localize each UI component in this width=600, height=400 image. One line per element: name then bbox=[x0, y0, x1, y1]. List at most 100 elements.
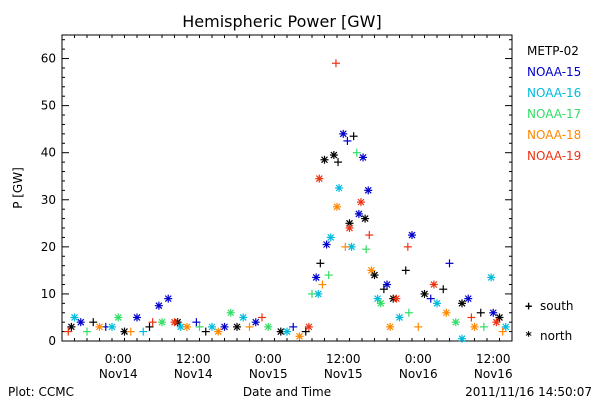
data-point-north bbox=[501, 322, 510, 331]
x-tick-date-label: Nov16 bbox=[399, 367, 438, 381]
data-point-south bbox=[308, 289, 316, 298]
x-tick-label: 0:00 bbox=[405, 352, 432, 366]
data-point-south bbox=[148, 318, 157, 327]
data-point-north bbox=[114, 313, 123, 322]
legend-item: NOAA-18 bbox=[527, 128, 581, 142]
data-point-north bbox=[264, 322, 273, 331]
data-point-north bbox=[373, 294, 382, 303]
data-point-north bbox=[108, 322, 116, 331]
x-tick-date-label: Nov15 bbox=[324, 367, 363, 381]
x-tick-label: 12:00 bbox=[476, 352, 511, 366]
data-point-north bbox=[492, 318, 501, 327]
x-tick-label: 0:00 bbox=[105, 352, 132, 366]
chart-title: Hemispheric Power [GW] bbox=[182, 12, 381, 31]
legend-item: NOAA-15 bbox=[527, 65, 581, 79]
data-point-north bbox=[364, 186, 373, 195]
data-point-north bbox=[320, 155, 329, 164]
data-point-north bbox=[345, 224, 354, 233]
data-point-north bbox=[133, 313, 141, 322]
data-point-south bbox=[89, 318, 98, 327]
data-point-south bbox=[195, 322, 204, 331]
data-point-north bbox=[158, 318, 166, 327]
data-point-north bbox=[322, 240, 331, 249]
data-point-south bbox=[404, 308, 413, 317]
x-axis-label: Date and Time bbox=[243, 385, 331, 399]
data-point-south bbox=[318, 280, 327, 289]
footer-credit: Plot: CCMC bbox=[8, 385, 74, 399]
legend-item: NOAA-17 bbox=[527, 107, 581, 121]
data-point-north bbox=[295, 332, 304, 341]
data-point-north bbox=[335, 184, 344, 192]
data-point-south bbox=[445, 259, 454, 268]
data-point-north bbox=[451, 318, 460, 327]
data-point-south bbox=[139, 327, 148, 336]
legend-symbol: + bbox=[525, 299, 532, 313]
data-point-north bbox=[356, 198, 365, 207]
data-point-north bbox=[359, 153, 368, 162]
data-point-north bbox=[339, 129, 348, 138]
data-point-south bbox=[467, 313, 476, 322]
data-point-north bbox=[495, 313, 504, 322]
data-point-south bbox=[403, 242, 412, 251]
legend-item: NOAA-16 bbox=[527, 86, 581, 100]
data-point-south bbox=[343, 136, 352, 145]
y-tick-label: 20 bbox=[41, 240, 56, 254]
data-point-south bbox=[324, 271, 333, 280]
data-point-south bbox=[126, 327, 135, 336]
x-tick-label: 12:00 bbox=[176, 352, 211, 366]
data-point-north bbox=[67, 322, 76, 331]
x-tick-date-label: Nov14 bbox=[99, 367, 138, 381]
data-point-north bbox=[315, 174, 324, 183]
legend: METP-02 NOAA-15 NOAA-16 NOAA-17 NOAA-18 NOAA-… bbox=[525, 44, 581, 343]
data-point-north bbox=[312, 273, 321, 282]
y-tick-label: 40 bbox=[41, 146, 56, 160]
data-point-south bbox=[64, 327, 73, 336]
data-point-north bbox=[489, 308, 498, 317]
data-point-south bbox=[192, 318, 201, 327]
data-point-south bbox=[414, 322, 423, 331]
data-point-north bbox=[251, 318, 260, 327]
data-point-north bbox=[95, 322, 104, 331]
data-point-south bbox=[352, 148, 361, 157]
data-point-north bbox=[333, 202, 341, 211]
data-point-south bbox=[301, 327, 310, 336]
data-point-north bbox=[383, 280, 391, 289]
data-point-south bbox=[362, 245, 371, 254]
data-point-south bbox=[245, 322, 254, 331]
data-point-north bbox=[354, 209, 363, 218]
data-point-north bbox=[326, 233, 335, 242]
data-point-north bbox=[420, 289, 429, 298]
data-point-north bbox=[304, 322, 313, 331]
data-point-north bbox=[208, 322, 216, 331]
data-point-north bbox=[433, 299, 441, 308]
data-point-south bbox=[334, 158, 343, 167]
data-point-north bbox=[458, 334, 466, 343]
data-point-south bbox=[379, 285, 388, 294]
data-point-south bbox=[498, 327, 507, 336]
data-point-south bbox=[289, 322, 298, 331]
y-tick-label: 50 bbox=[41, 99, 56, 113]
data-point-north bbox=[164, 294, 173, 303]
data-point-north bbox=[470, 322, 479, 331]
data-point-south bbox=[401, 266, 410, 275]
data-point-north bbox=[239, 313, 248, 322]
data-point-north bbox=[183, 322, 191, 331]
data-point-north bbox=[376, 299, 385, 308]
plot-area: 01020304050600:00Nov1412:00Nov140:00Nov1… bbox=[41, 34, 513, 381]
data-point-north bbox=[220, 322, 229, 331]
data-point-north bbox=[170, 318, 179, 327]
data-point-south bbox=[316, 259, 325, 268]
data-point-north bbox=[361, 214, 370, 223]
legend-hemisphere-label: south bbox=[540, 299, 574, 313]
data-point-north bbox=[70, 313, 79, 322]
data-point-north bbox=[367, 266, 376, 275]
y-tick-label: 60 bbox=[41, 52, 56, 66]
data-point-north bbox=[283, 327, 291, 336]
data-point-north bbox=[464, 294, 473, 303]
data-point-north bbox=[395, 313, 404, 322]
legend-item: NOAA-19 bbox=[527, 149, 581, 163]
plot-frame bbox=[61, 34, 513, 342]
data-point-south bbox=[479, 322, 488, 331]
x-tick-date-label: Nov14 bbox=[174, 367, 213, 381]
data-point-north bbox=[76, 318, 85, 327]
